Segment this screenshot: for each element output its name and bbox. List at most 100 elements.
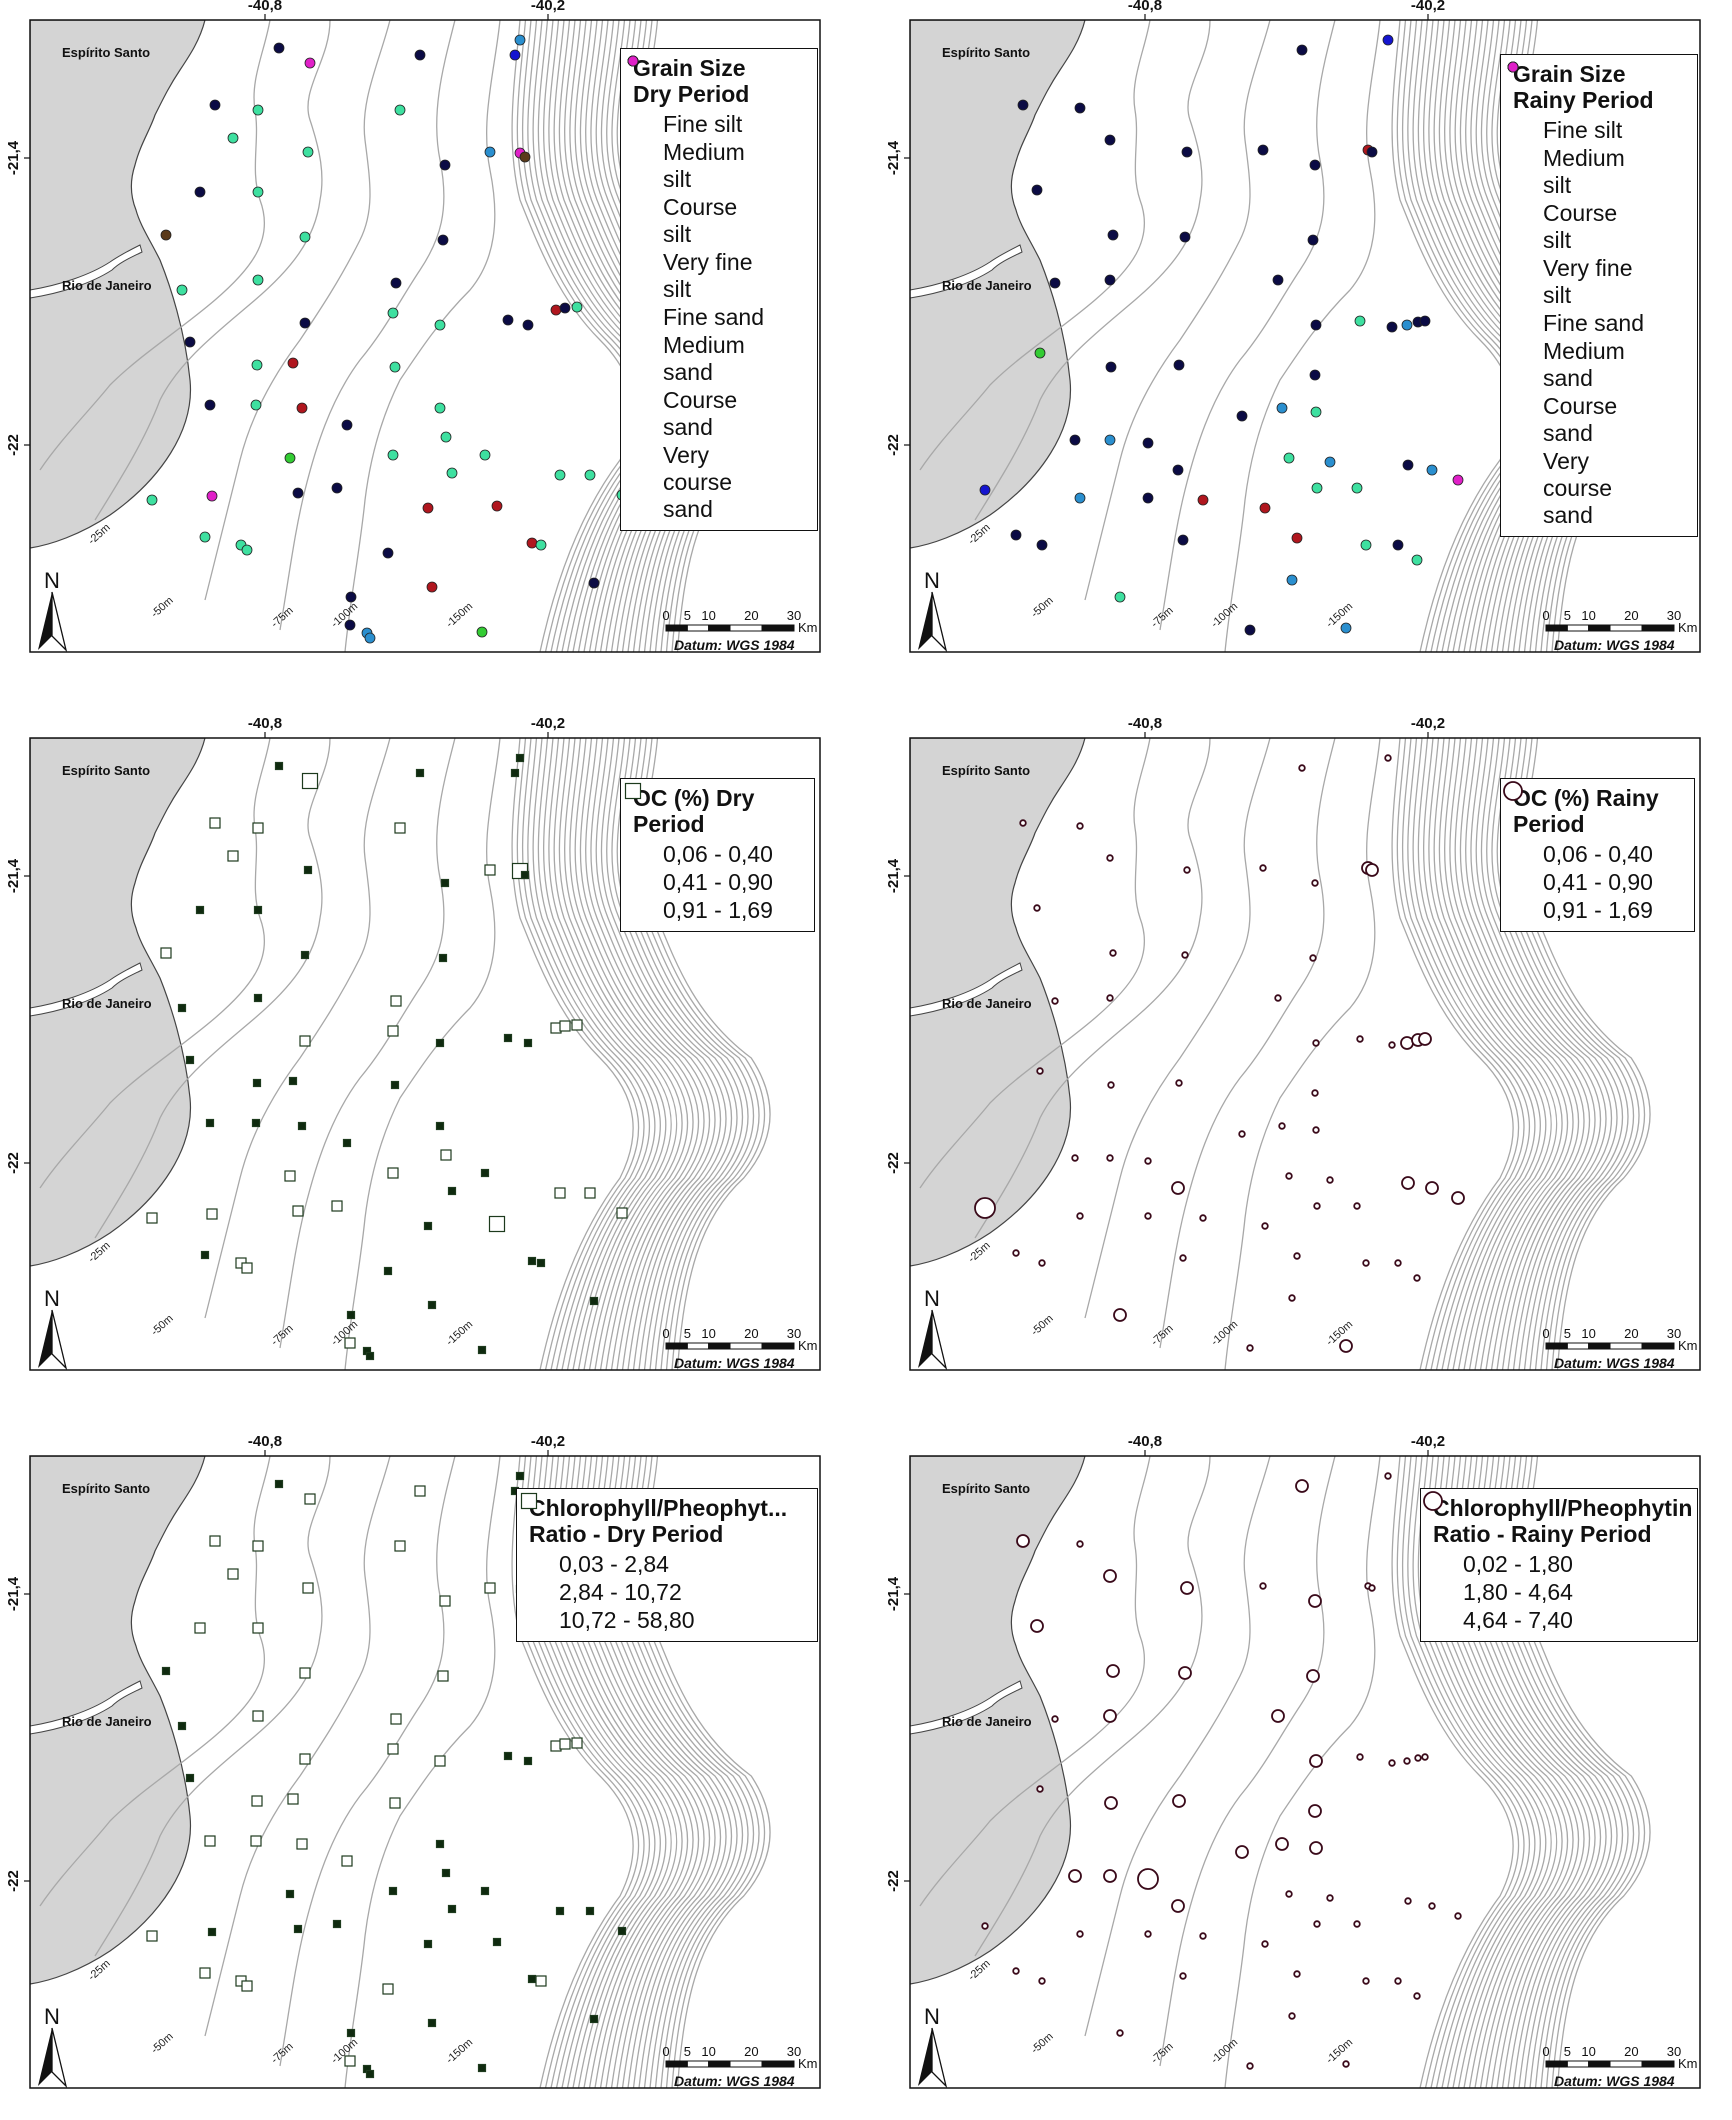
sampling-station-marker: [616, 1207, 628, 1219]
sampling-station-marker: [435, 1839, 445, 1849]
sampling-station-marker: [1312, 1126, 1320, 1134]
datum-label: Datum: WGS 1984: [1554, 1355, 1675, 1371]
sampling-station-marker: [341, 419, 353, 431]
legend-symbol-icon: [1423, 1491, 1463, 1634]
latitude-tick-label: -21,4: [5, 858, 22, 893]
sampling-station-marker: [589, 1296, 599, 1306]
sampling-station-marker: [439, 1595, 451, 1607]
legend-symbol-icon: [1507, 61, 1543, 475]
sampling-station-marker: [441, 1868, 451, 1878]
legend-label: 0,91 - 1,69: [1543, 897, 1653, 923]
sampling-station-marker: [1311, 1089, 1319, 1097]
svg-text:Km: Km: [798, 1338, 818, 1353]
sampling-station-marker: [1244, 624, 1256, 636]
svg-text:20: 20: [744, 1326, 758, 1341]
sampling-station-marker: [554, 1187, 566, 1199]
sampling-station-marker: [209, 817, 221, 829]
sampling-station-marker: [1354, 315, 1366, 327]
sampling-station-marker: [1288, 2012, 1296, 2020]
sampling-station-marker: [252, 1710, 264, 1722]
latitude-tick-label: -22: [885, 434, 902, 456]
sampling-station-marker: [1413, 1274, 1421, 1282]
svg-text:0: 0: [662, 1326, 669, 1341]
legend-item: 10,72 - 58,80: [520, 1492, 807, 1634]
sampling-station-marker: [1419, 315, 1431, 327]
sampling-station-marker: [1106, 1664, 1120, 1678]
state-label-rio-de-janeiro: Rio de Janeiro: [942, 1714, 1032, 1729]
sampling-station-marker: [1306, 1669, 1320, 1683]
coastline-land: [30, 20, 206, 549]
svg-text:N: N: [924, 2004, 940, 2029]
sampling-station-marker: [1104, 1796, 1118, 1810]
sampling-station-marker: [1340, 622, 1352, 634]
sampling-station-marker: [571, 1737, 583, 1749]
latitude-tick-label: -21,4: [885, 140, 902, 175]
sampling-station-marker: [554, 469, 566, 481]
sampling-station-marker: [559, 302, 571, 314]
legend-symbol-icon: [627, 55, 663, 221]
sampling-station-marker: [559, 1020, 571, 1032]
sampling-station-marker: [1179, 1254, 1187, 1262]
sampling-station-marker: [288, 1076, 298, 1086]
sampling-station-marker: [617, 1926, 627, 1936]
sampling-station-marker: [1425, 1181, 1439, 1195]
sampling-station-marker: [200, 1250, 210, 1260]
sampling-station-marker: [427, 2018, 437, 2028]
legend-title: Grain Size Rainy Period: [1513, 61, 1654, 113]
legend-label: Medium sand: [663, 332, 745, 385]
legend-label: Very fine silt: [663, 249, 753, 302]
sampling-station-marker: [344, 2055, 356, 2067]
sampling-station-marker: [584, 1187, 596, 1199]
legend-label: Course sand: [663, 387, 738, 440]
sampling-station-marker: [296, 402, 308, 414]
legend-item: 0,02 - 1,80: [1429, 1497, 1687, 1578]
longitude-tick-label: -40,2: [531, 0, 565, 14]
map-legend: OC (%) Rainy Period 0,06 - 0,40 0,41 - 0,9…: [1500, 778, 1695, 932]
sampling-station-marker: [509, 49, 521, 61]
longitude-tick-label: -40,2: [1411, 715, 1445, 732]
sampling-station-marker: [514, 34, 526, 46]
sampling-station-marker: [387, 1025, 399, 1037]
sampling-station-marker: [1426, 464, 1438, 476]
sampling-station-marker: [382, 1983, 394, 1995]
sampling-station-marker: [205, 1118, 215, 1128]
sampling-station-marker: [1144, 1157, 1152, 1165]
sampling-station-marker: [302, 1582, 314, 1594]
longitude-tick-label: -40,8: [1128, 1433, 1162, 1450]
legend-item: Fine sand: [627, 55, 807, 331]
sampling-station-marker: [1012, 1249, 1020, 1257]
sampling-station-marker: [1414, 1754, 1422, 1762]
sampling-station-marker: [1402, 459, 1414, 471]
legend-item: Very fine silt: [1507, 61, 1687, 309]
sampling-station-marker: [526, 537, 538, 549]
map-legend: Chlorophyll/Pheophytin Ratio - Rainy Per…: [1420, 1488, 1698, 1642]
svg-text:30: 30: [1667, 608, 1681, 623]
sampling-station-marker: [1454, 1912, 1462, 1920]
sampling-station-marker: [345, 591, 357, 603]
sampling-station-marker: [227, 850, 239, 862]
longitude-tick-label: -40,2: [1411, 1433, 1445, 1450]
svg-text:Km: Km: [798, 2056, 818, 2071]
sampling-station-marker: [1353, 1920, 1361, 1928]
sampling-station-marker: [435, 1121, 445, 1131]
sampling-station-marker: [209, 1535, 221, 1547]
sampling-station-marker: [1236, 410, 1248, 422]
legend-symbol-icon: [1507, 61, 1543, 420]
sampling-station-marker: [527, 1256, 537, 1266]
sampling-station-marker: [1181, 146, 1193, 158]
sampling-station-marker: [1283, 452, 1295, 464]
svg-text:30: 30: [1667, 1326, 1681, 1341]
latitude-tick-label: -22: [5, 434, 22, 456]
sampling-station-marker: [387, 449, 399, 461]
sampling-station-marker: [484, 1582, 496, 1594]
legend-label: 1,80 - 4,64: [1463, 1579, 1573, 1605]
sampling-station-marker: [559, 1738, 571, 1750]
state-label-rio-de-janeiro: Rio de Janeiro: [62, 278, 152, 293]
sampling-station-marker: [447, 1904, 457, 1914]
sampling-station-marker: [387, 1743, 399, 1755]
sampling-station-marker: [1400, 1036, 1414, 1050]
sampling-station-marker: [1309, 1754, 1323, 1768]
sampling-station-marker: [176, 284, 188, 296]
